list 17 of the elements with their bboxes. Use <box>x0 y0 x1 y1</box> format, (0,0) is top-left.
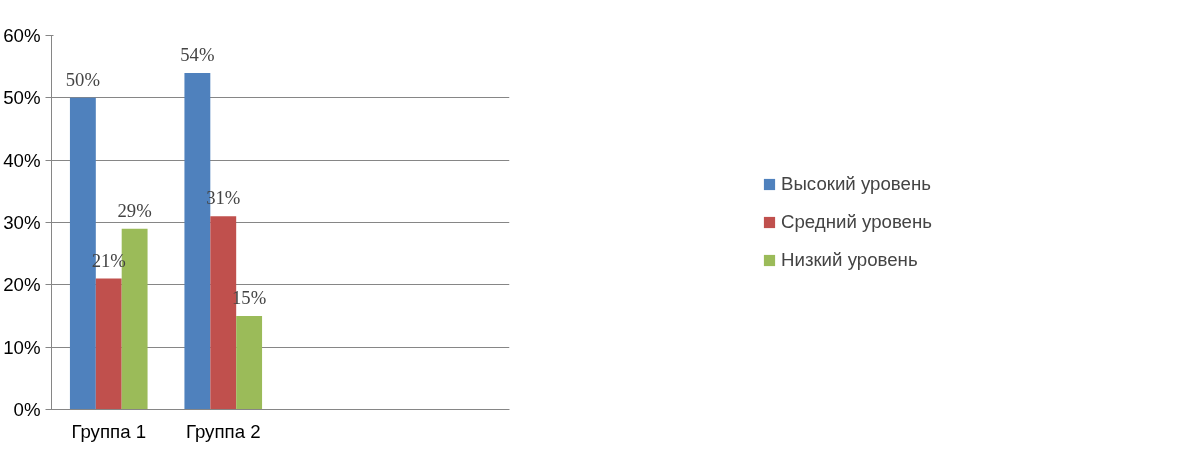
data-label: 54% <box>180 43 215 65</box>
bar <box>95 278 122 410</box>
y-tick-label: 20% <box>3 274 41 296</box>
bar <box>236 316 263 410</box>
y-tick-label: 0% <box>13 399 41 420</box>
legend-label: Низкий уровень <box>781 249 918 271</box>
y-tick-label: 60% <box>3 25 41 46</box>
y-tick-label: 50% <box>3 87 41 109</box>
y-tick-label: 10% <box>3 336 41 358</box>
y-tick-label: 40% <box>3 149 41 171</box>
legend-label: Высокий уровень <box>781 173 931 195</box>
legend-label: Средний уровень <box>781 211 932 233</box>
y-tick-label: 30% <box>3 212 41 233</box>
data-label: 50% <box>65 68 100 90</box>
data-label: 29% <box>117 199 152 221</box>
x-tick-label: Группа 2 <box>185 420 261 442</box>
x-tick-label: Группа 1 <box>71 420 147 442</box>
